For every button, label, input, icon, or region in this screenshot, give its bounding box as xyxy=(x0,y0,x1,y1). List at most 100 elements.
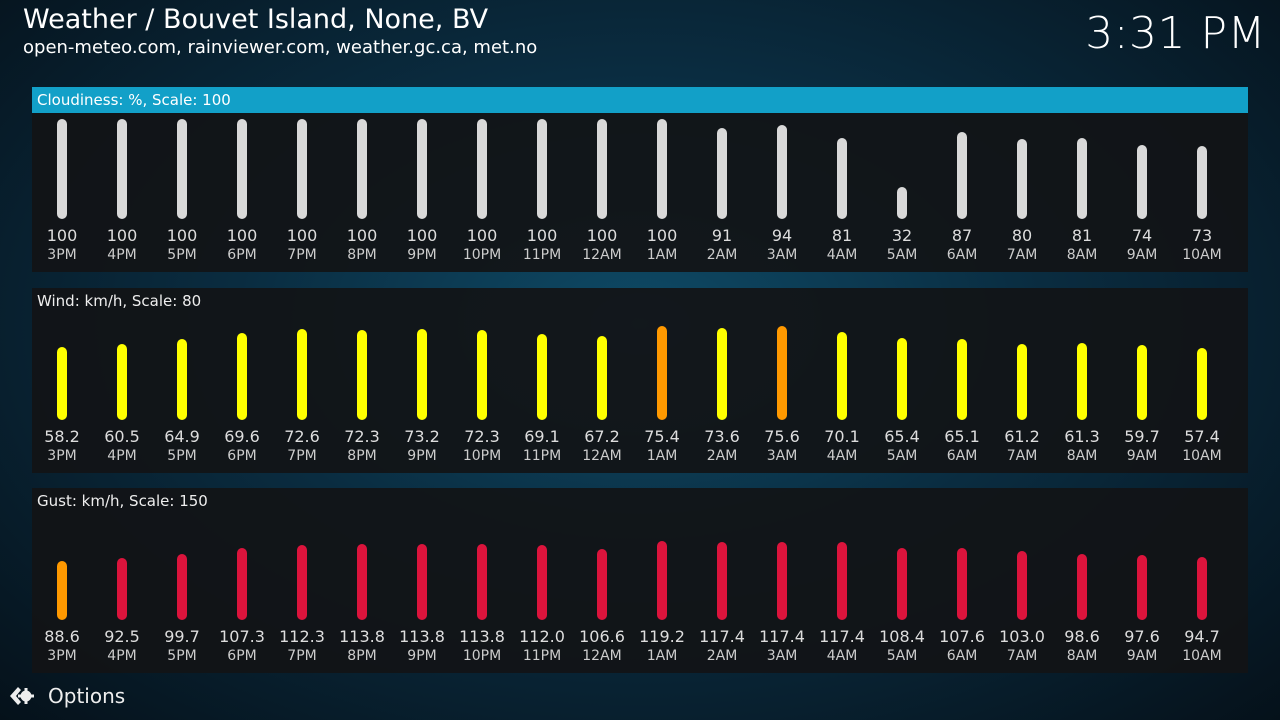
bar xyxy=(117,344,127,420)
bar xyxy=(237,333,247,420)
panel-wind[interactable]: Wind: km/h, Scale: 80 58.2 3PM 60.5 4PM 64.9 5… xyxy=(32,288,1248,473)
kodi-options-icon xyxy=(10,687,34,705)
value-label: 100 xyxy=(106,226,138,245)
value-label: 117.4 xyxy=(699,627,745,646)
hour-label: 11PM xyxy=(522,648,562,664)
bar xyxy=(717,128,727,219)
value-label: 73.6 xyxy=(704,427,740,446)
hour-label: 8AM xyxy=(1066,648,1098,664)
value-label: 74 xyxy=(1131,226,1153,245)
hour-label: 7AM xyxy=(1006,247,1038,263)
value-label: 60.5 xyxy=(104,427,140,446)
bar xyxy=(897,187,907,219)
bar xyxy=(777,325,787,420)
value-label: 94.7 xyxy=(1184,627,1220,646)
bar xyxy=(477,329,487,420)
hour-label: 2AM xyxy=(706,448,738,464)
value-label: 117.4 xyxy=(759,627,805,646)
value-label: 73.2 xyxy=(404,427,440,446)
value-label: 75.6 xyxy=(764,427,800,446)
value-label: 87 xyxy=(951,226,973,245)
panel-gust[interactable]: Gust: km/h, Scale: 150 88.6 3PM 92.5 4PM 99.7… xyxy=(32,488,1248,673)
bar xyxy=(177,338,187,420)
panel-header: Gust: km/h, Scale: 150 xyxy=(37,492,208,510)
value-label: 100 xyxy=(646,226,678,245)
bar xyxy=(657,325,667,420)
bar xyxy=(957,548,967,620)
bar xyxy=(1137,345,1147,420)
hour-label: 3PM xyxy=(47,648,77,664)
bar xyxy=(537,545,547,620)
value-label: 100 xyxy=(586,226,618,245)
panel-cloudiness[interactable]: Cloudiness: %, Scale: 100 100 3PM 100 4PM 100… xyxy=(32,87,1248,272)
hour-label: 7PM xyxy=(287,448,317,464)
value-label: 58.2 xyxy=(44,427,80,446)
value-label: 72.3 xyxy=(344,427,380,446)
value-label: 81 xyxy=(831,226,853,245)
bar xyxy=(297,119,307,219)
value-label: 65.4 xyxy=(884,427,920,446)
value-label: 61.3 xyxy=(1064,427,1100,446)
bar xyxy=(717,328,727,420)
hour-label: 8PM xyxy=(347,247,377,263)
hour-label: 9AM xyxy=(1126,648,1158,664)
bar xyxy=(597,336,607,420)
value-label: 59.7 xyxy=(1124,427,1160,446)
page-title: Weather / Bouvet Island, None, BV xyxy=(23,4,489,35)
hour-label: 1AM xyxy=(646,247,678,263)
hour-label: 10PM xyxy=(462,648,502,664)
bar xyxy=(297,545,307,620)
bar xyxy=(537,119,547,219)
value-label: 106.6 xyxy=(579,627,625,646)
value-label: 100 xyxy=(526,226,558,245)
bar xyxy=(897,338,907,420)
bar xyxy=(1017,551,1027,620)
value-label: 69.6 xyxy=(224,427,260,446)
hour-label: 8PM xyxy=(347,448,377,464)
hour-label: 4AM xyxy=(826,448,858,464)
bar xyxy=(57,119,67,219)
bar xyxy=(297,329,307,420)
value-label: 69.1 xyxy=(524,427,560,446)
bar xyxy=(597,119,607,219)
hour-label: 8PM xyxy=(347,648,377,664)
value-label: 100 xyxy=(346,226,378,245)
bar xyxy=(1197,348,1207,420)
value-label: 94 xyxy=(771,226,793,245)
hour-label: 3AM xyxy=(766,247,798,263)
hour-label: 3AM xyxy=(766,648,798,664)
hour-label: 1AM xyxy=(646,448,678,464)
value-label: 64.9 xyxy=(164,427,200,446)
data-sources: open-meteo.com, rainviewer.com, weather.… xyxy=(23,37,538,58)
hour-label: 6PM xyxy=(227,247,257,263)
value-label: 107.3 xyxy=(219,627,265,646)
value-label: 80 xyxy=(1011,226,1033,245)
hour-label: 9AM xyxy=(1126,448,1158,464)
value-label: 100 xyxy=(166,226,198,245)
bar xyxy=(1017,343,1027,420)
hour-label: 8AM xyxy=(1066,448,1098,464)
hour-label: 7AM xyxy=(1006,448,1038,464)
hour-label: 1AM xyxy=(646,648,678,664)
bar xyxy=(837,332,847,420)
options-button[interactable]: Options xyxy=(8,683,125,709)
value-label: 61.2 xyxy=(1004,427,1040,446)
hour-label: 5PM xyxy=(167,648,197,664)
value-label: 113.8 xyxy=(399,627,445,646)
value-label: 99.7 xyxy=(164,627,200,646)
bar xyxy=(597,548,607,620)
hour-label: 6PM xyxy=(227,648,257,664)
bar xyxy=(1017,139,1027,219)
value-label: 91 xyxy=(711,226,733,245)
hour-label: 10AM xyxy=(1182,648,1222,664)
hour-label: 12AM xyxy=(582,247,622,263)
bar xyxy=(897,547,907,620)
bar xyxy=(957,338,967,420)
value-label: 75.4 xyxy=(644,427,680,446)
hour-label: 10PM xyxy=(462,448,502,464)
bar xyxy=(537,333,547,420)
value-label: 92.5 xyxy=(104,627,140,646)
value-label: 100 xyxy=(46,226,78,245)
hour-label: 4PM xyxy=(107,448,137,464)
hour-label: 9PM xyxy=(407,648,437,664)
